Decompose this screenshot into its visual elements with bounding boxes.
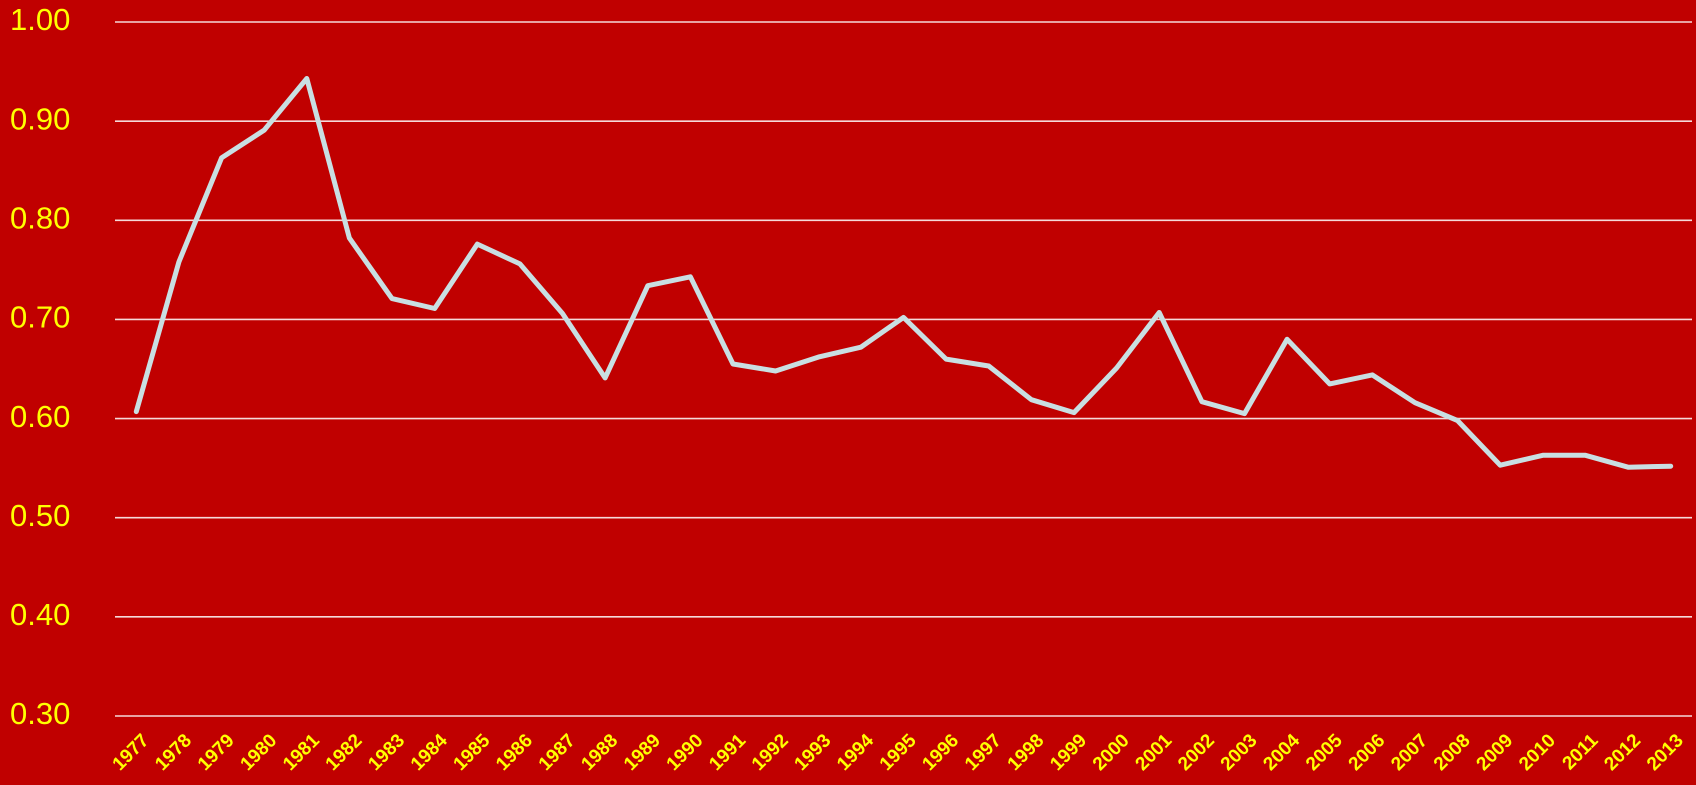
y-tick-label: 0.60: [10, 399, 70, 434]
x-tick-label: 2003: [1217, 730, 1262, 775]
x-tick-label: 1979: [194, 730, 239, 775]
x-tick-label: 1991: [705, 730, 750, 775]
x-tick-label: 1984: [407, 730, 452, 775]
x-tick-label: 1983: [364, 730, 409, 775]
x-tick-label: 1994: [833, 730, 878, 775]
x-tick-label: 2004: [1259, 730, 1304, 775]
y-tick-label: 0.90: [10, 101, 70, 136]
x-tick-label: 1978: [151, 730, 196, 775]
x-tick-label: 1996: [918, 730, 963, 775]
x-tick-label: 2010: [1515, 730, 1560, 775]
y-tick-label: 0.80: [10, 200, 70, 235]
x-tick-label: 1993: [791, 730, 836, 775]
x-tick-label: 1985: [450, 730, 495, 775]
x-tick-label: 1998: [1004, 730, 1049, 775]
x-tick-label: 1982: [322, 730, 367, 775]
x-tick-label: 1995: [876, 730, 921, 775]
x-tick-label: 1992: [748, 730, 793, 775]
x-tick-label: 1997: [961, 730, 1006, 775]
x-tick-label: 2006: [1345, 730, 1390, 775]
x-tick-label: 1999: [1046, 730, 1091, 775]
x-tick-label: 1988: [577, 730, 622, 775]
x-tick-label: 2009: [1473, 730, 1518, 775]
x-tick-label: 2008: [1430, 730, 1475, 775]
data-line: [133, 76, 1674, 470]
x-tick-label: 2001: [1132, 730, 1177, 775]
y-tick-label: 0.50: [10, 498, 70, 533]
x-tick-label: 2007: [1387, 730, 1432, 775]
x-tick-label: 1989: [620, 730, 665, 775]
x-tick-label: 1990: [663, 730, 708, 775]
x-tick-label: 2012: [1600, 730, 1645, 775]
x-tick-label: 2011: [1559, 730, 1603, 774]
x-tick-label: 1981: [279, 730, 324, 775]
x-tick-label: 1986: [492, 730, 537, 775]
x-tick-label: 2013: [1643, 730, 1688, 775]
x-tick-label: 2000: [1089, 730, 1134, 775]
y-tick-label: 1.00: [10, 2, 70, 37]
x-tick-label: 1987: [535, 730, 580, 775]
x-tick-label: 2002: [1174, 730, 1219, 775]
x-tick-label: 2005: [1302, 730, 1347, 775]
y-tick-label: 0.40: [10, 597, 70, 632]
y-tick-label: 0.70: [10, 300, 70, 335]
x-tick-label: 1977: [109, 730, 154, 775]
y-tick-label: 0.30: [10, 696, 70, 731]
x-tick-label: 1980: [237, 730, 282, 775]
